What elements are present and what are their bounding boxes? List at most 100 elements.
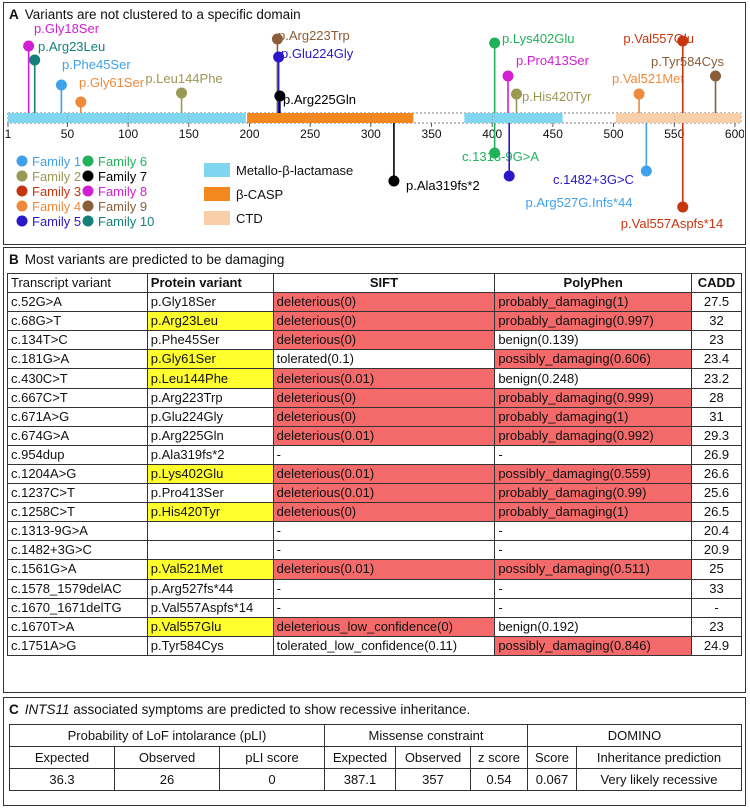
transcript-cell: c.181G>A [7, 349, 148, 370]
cadd-cell: 33 [691, 578, 742, 599]
protein-cell: p.Glu224Gly [146, 406, 274, 427]
family-legend-label: Family 8 [98, 184, 147, 199]
sub-header: z score [470, 746, 528, 769]
variant-marker [502, 70, 514, 82]
transcript-cell: c.1751A>G [7, 635, 148, 656]
gene-name: INTS11 [24, 702, 70, 717]
variant-marker [640, 165, 652, 177]
variant-prediction-table: Transcript variant Protein variant SIFT … [7, 272, 742, 656]
variant-marker [176, 87, 188, 99]
cadd-cell: - [691, 597, 742, 618]
value-cell: 0.54 [470, 768, 528, 791]
polyphen-cell: - [494, 597, 693, 618]
domain-legend-label: Metallo-β-lactamase [236, 163, 353, 178]
protein-cell: p.Lys402Glu [146, 463, 274, 485]
panel-c-heading: associated symptoms are predicted to sho… [73, 702, 471, 717]
panel-a-letter: A [9, 7, 19, 22]
protein-cell: p.Leu144Phe [146, 368, 274, 389]
polyphen-cell: probably_damaging(0.999) [494, 387, 693, 408]
variant-label: p.His420Tyr [522, 89, 592, 104]
cadd-cell: 23.2 [691, 368, 742, 389]
transcript-cell: c.1670T>A [7, 616, 148, 637]
variant-marker [489, 147, 501, 159]
transcript-cell: c.68G>T [7, 311, 148, 332]
sub-header-row: Expected Observed pLI score Expected Obs… [9, 746, 742, 769]
transcript-cell: c.671A>G [7, 406, 148, 427]
family-legend-label: Family 7 [98, 169, 147, 184]
cadd-cell: 25 [691, 559, 742, 580]
variant-marker [388, 175, 400, 187]
sift-cell: deleterious(0) [272, 387, 496, 408]
cadd-cell: 20.9 [691, 540, 742, 561]
sub-header: Observed [395, 746, 471, 769]
domain-segment [616, 113, 741, 123]
sub-header: Score [527, 746, 577, 769]
domain-legend-swatch [204, 163, 230, 177]
table-row: c.134T>C p.Phe45Ser deleterious(0) benign(0… [7, 330, 742, 351]
variant-marker [23, 40, 35, 52]
sift-cell: tolerated_low_confidence(0.11) [272, 635, 496, 656]
sub-header: Expected [9, 746, 115, 769]
transcript-cell: c.1578_1579delAC [7, 578, 148, 599]
variant-label: p.Arg23Leu [38, 39, 105, 54]
value-cell: 387.1 [324, 768, 396, 791]
table-row: c.667C>T p.Arg223Trp deleterious(0) probabl… [7, 387, 742, 408]
family-legend-marker [82, 200, 94, 212]
polyphen-cell: probably_damaging(0.99) [494, 483, 693, 504]
polyphen-cell: benign(0.139) [494, 330, 693, 351]
variant-marker [29, 54, 41, 66]
cadd-cell: 23 [691, 616, 742, 637]
variant-marker [510, 88, 522, 100]
variant-marker [677, 201, 689, 213]
sift-cell: deleterious(0) [272, 406, 496, 427]
polyphen-cell: benign(0.248) [494, 368, 693, 389]
panel-a: A Variants are not clustered to a specifi… [3, 2, 746, 245]
family-legend-marker [16, 155, 28, 167]
protein-cell: p.Val557Glu [146, 616, 274, 637]
variant-marker [503, 170, 515, 182]
domain-legend-label: CTD [236, 211, 263, 226]
sift-cell: deleterious(0) [272, 330, 496, 351]
protein-cell [146, 521, 274, 542]
transcript-cell: c.430C>T [7, 368, 148, 389]
protein-cell: p.Val521Met [146, 559, 274, 580]
protein-cell: p.Arg225Gln [146, 425, 274, 446]
protein-cell: p.Ala319fs*2 [146, 444, 274, 465]
variant-label: p.Leu144Phe [145, 71, 222, 86]
polyphen-cell: - [494, 521, 693, 542]
variant-marker [273, 51, 285, 63]
protein-cell [146, 540, 274, 561]
table-row: c.674G>A p.Arg225Gln deleterious(0.01) prob… [7, 425, 742, 446]
variant-marker [677, 35, 689, 47]
family-legend-marker [16, 185, 28, 197]
protein-cell: p.Arg223Trp [146, 387, 274, 408]
panel-b: B Most variants are predicted to be damag… [3, 247, 746, 693]
family-legend-label: Family 6 [98, 154, 147, 169]
domain-legend-label: β-CASP [236, 187, 283, 202]
sift-cell: - [272, 521, 496, 542]
polyphen-cell: - [494, 444, 693, 465]
family-legend-marker [16, 200, 28, 212]
axis-tick-label: 600 [725, 127, 744, 141]
protein-cell: p.Phe45Ser [146, 330, 274, 351]
header-transcript-variant: Transcript variant [7, 272, 148, 294]
family-legend-marker [82, 185, 94, 197]
transcript-cell: c.1482+3G>C [7, 540, 148, 561]
variant-label: p.Val557Glu [623, 31, 694, 46]
table-row: c.181G>A p.Gly61Ser tolerated(0.1) possibly… [7, 349, 742, 370]
transcript-cell: c.1204A>G [7, 463, 148, 485]
value-cell: 0 [219, 768, 325, 791]
sub-header: Expected [324, 746, 396, 769]
cadd-cell: 26.9 [691, 444, 742, 465]
protein-cell: p.Arg527fs*44 [146, 578, 274, 599]
axis-tick-label: 50 [61, 127, 75, 141]
group-header-pli: Probability of LoF intolarance (pLI) [9, 724, 325, 747]
value-cell: 357 [395, 768, 471, 791]
family-legend-label: Family 4 [32, 199, 81, 214]
transcript-cell: c.954dup [7, 444, 148, 465]
polyphen-cell: - [494, 540, 693, 561]
variant-label: p.Arg225Gln [283, 92, 356, 107]
cadd-cell: 32 [691, 311, 742, 332]
value-cell: Very likely recessive [576, 768, 742, 791]
sift-cell: deleterious(0.01) [272, 559, 496, 580]
